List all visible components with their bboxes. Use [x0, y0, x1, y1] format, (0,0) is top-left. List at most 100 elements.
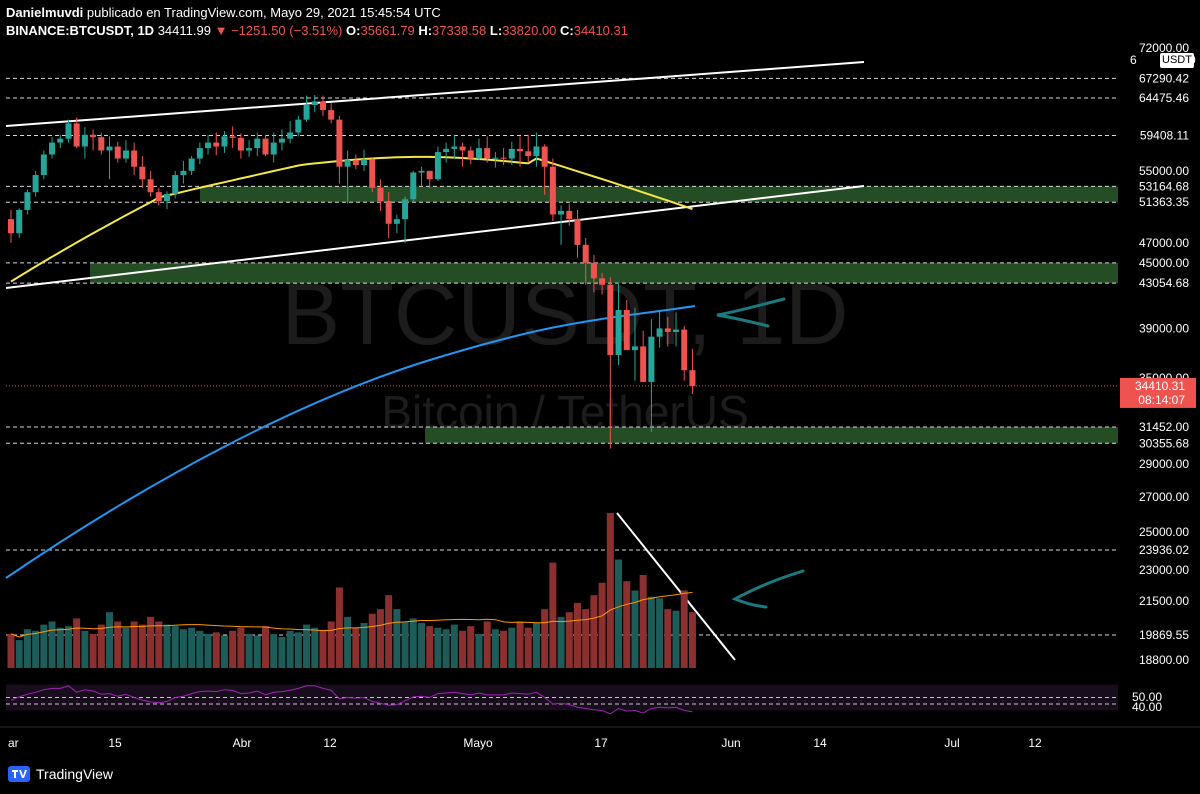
candle-body	[303, 104, 310, 120]
candle-body	[549, 166, 556, 215]
arrow-volume[interactable]	[731, 569, 805, 609]
down-triangle-icon: ▼	[214, 23, 228, 38]
price-tick: 67290.42	[1139, 71, 1189, 85]
price-tick: 23000.00	[1139, 563, 1189, 577]
volume-bar	[40, 624, 48, 668]
candle-body	[631, 346, 638, 351]
volume-bar	[335, 587, 343, 668]
candle-body	[525, 151, 532, 157]
price-tick: 21500.00	[1139, 594, 1189, 608]
candle-body	[114, 146, 121, 159]
volume-bar	[631, 590, 639, 668]
time-tick: ar	[8, 736, 19, 750]
candle-body	[188, 158, 195, 171]
trendlines[interactable]	[5, 61, 865, 661]
time-axis[interactable]: ar 15 Abr 12 Mayo 17 Jun 14 Jul 12	[0, 726, 1200, 750]
volume-bar	[573, 602, 581, 668]
candle-body	[689, 370, 696, 386]
price-tick: 39000.00	[1139, 321, 1189, 335]
candle-body	[16, 209, 23, 234]
candle-body	[254, 138, 261, 149]
time-tick: Mayo	[463, 736, 493, 750]
volume-bar	[237, 627, 245, 668]
price-change: −1251.50 (−3.51%)	[231, 23, 343, 38]
volume-bar	[229, 630, 237, 668]
candle-body	[262, 138, 269, 155]
volume-bar	[278, 637, 286, 668]
volume-bar	[442, 629, 450, 668]
volume-bar	[418, 623, 425, 668]
candle-body	[484, 148, 491, 159]
axis-label-bg	[1120, 194, 1198, 211]
tradingview-logo-icon	[8, 766, 30, 782]
volume-bar	[393, 609, 401, 668]
candle-body	[147, 179, 154, 193]
candle-body	[393, 219, 400, 224]
volume-bar	[294, 632, 302, 668]
candle-body	[336, 119, 343, 167]
candle-body	[81, 134, 88, 147]
candle-body	[246, 148, 253, 151]
candle-body	[599, 278, 606, 285]
volume-bar	[426, 626, 434, 668]
price-tick: 27000.00	[1139, 490, 1189, 504]
volume-bar	[327, 621, 335, 668]
axis-label-bg	[1120, 419, 1198, 435]
candle-body	[410, 172, 417, 200]
currency-badge[interactable]: USDT	[1160, 53, 1194, 68]
candle-body	[205, 142, 212, 149]
volume-bar	[409, 618, 417, 668]
volume-ma-line	[10, 592, 693, 638]
volume-bar	[672, 610, 680, 668]
annotations[interactable]	[716, 297, 805, 609]
candle-body	[443, 148, 450, 153]
candle-body	[681, 329, 688, 371]
volume-bar	[615, 559, 623, 668]
volume-bar	[639, 575, 647, 668]
arrow-ma200[interactable]	[716, 297, 786, 328]
time-tick: 12	[1028, 736, 1042, 750]
candle-body	[451, 146, 458, 149]
candle-body	[582, 244, 589, 263]
volume-bar	[434, 627, 442, 668]
upper-channel-line[interactable]	[5, 61, 865, 127]
candle-body	[500, 157, 507, 159]
rsi-pane	[6, 684, 1118, 715]
price-axis[interactable]: 72000.00 67290.42 64475.46 59408.11 55000.00…	[1120, 41, 1198, 714]
volume-bar	[147, 616, 155, 668]
brand-name: TradingView	[36, 766, 114, 782]
volume-bar	[245, 633, 253, 668]
volume-bar	[590, 595, 598, 668]
volume-bar	[106, 612, 114, 668]
price-tick: 53164.68	[1139, 179, 1189, 193]
volume-bar	[32, 630, 40, 668]
symbol-info: BINANCE:BTCUSDT, 1D 34411.99 ▼ −1251.50 …	[6, 23, 628, 38]
candle-body	[352, 160, 359, 166]
rsi-line	[10, 685, 693, 715]
volume-bar	[532, 623, 540, 668]
price-tick: 43054.68	[1139, 276, 1189, 290]
countdown-label: 08:14:07	[1138, 393, 1185, 407]
candle-body	[566, 210, 573, 220]
candle-body	[615, 309, 622, 356]
footer: TradingView	[8, 766, 113, 782]
open-label: O:	[346, 23, 361, 38]
time-tick: 15	[108, 736, 122, 750]
candle-body	[57, 138, 64, 143]
candle-body	[221, 136, 228, 147]
volume-bar	[163, 624, 171, 668]
price-tick: 55000.00	[1139, 164, 1189, 178]
candle-body	[237, 137, 244, 151]
volume-bar	[647, 596, 655, 668]
time-tick: Jul	[944, 736, 959, 750]
lower-channel-line[interactable]	[5, 185, 865, 289]
price-tick: 59408.11	[1140, 129, 1189, 143]
volume-bar	[7, 633, 15, 668]
volume-trend-line[interactable]	[616, 512, 736, 661]
price-tick: 30355.68	[1139, 436, 1189, 450]
candle-body	[40, 154, 47, 176]
candle-body	[467, 150, 474, 159]
candle-body	[8, 219, 14, 234]
volume-bar	[48, 621, 56, 668]
